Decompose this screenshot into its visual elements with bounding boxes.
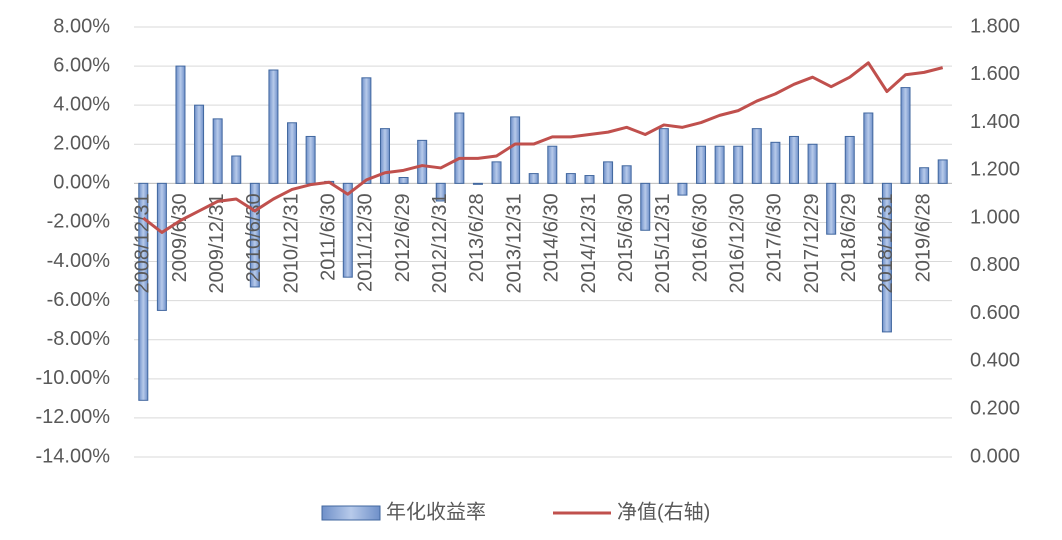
- bar: [937, 159, 948, 184]
- x-tick-label: 2008/12/31: [132, 193, 154, 293]
- bar: [919, 167, 930, 184]
- bar: [287, 122, 298, 184]
- y-tick-label: -4.00%: [47, 250, 111, 272]
- x-tick-label: 2010/12/31: [280, 193, 302, 293]
- bar: [249, 182, 260, 288]
- y2-tick-label: 1.400: [970, 111, 1020, 133]
- bar: [175, 65, 186, 184]
- bar: [305, 135, 316, 184]
- bar: [547, 145, 558, 184]
- bar: [435, 182, 446, 202]
- x-tick-label: 2018/6/29: [838, 193, 860, 282]
- x-tick-label: 2015/12/31: [652, 193, 674, 293]
- y2-tick-label: 0.600: [970, 302, 1020, 324]
- x-tick-label: 2011/6/30: [317, 193, 339, 281]
- bar: [342, 182, 353, 278]
- bar: [398, 177, 409, 184]
- bar: [472, 182, 483, 185]
- y-tick-label: -14.00%: [36, 445, 111, 467]
- x-tick-label: 2017/12/29: [801, 193, 823, 293]
- y2-tick-label: 0.800: [970, 254, 1020, 276]
- bar: [881, 182, 892, 333]
- y-tick-label: -12.00%: [36, 406, 111, 428]
- x-tick-label: 2017/6/30: [764, 193, 786, 282]
- x-tick-label: 2013/6/28: [466, 193, 488, 282]
- bar: [696, 145, 707, 184]
- bar: [156, 182, 167, 311]
- x-tick-label: 2016/6/30: [689, 193, 711, 282]
- legend-swatch: [321, 505, 381, 521]
- y-tick-label: 0.00%: [53, 172, 110, 194]
- y2-tick-label: 0.400: [970, 350, 1020, 372]
- bar: [770, 141, 781, 184]
- bar: [788, 135, 799, 184]
- bar: [900, 87, 911, 184]
- y-tick-label: -10.00%: [36, 367, 111, 389]
- bar: [417, 139, 428, 184]
- bar: [677, 182, 688, 196]
- y-tick-label: -6.00%: [47, 289, 111, 311]
- bar: [194, 104, 205, 184]
- y-tick-label: 6.00%: [53, 54, 110, 76]
- y2-tick-label: 1.000: [970, 206, 1020, 228]
- bar: [844, 135, 855, 184]
- x-tick-label: 2009/6/30: [169, 193, 191, 282]
- bar: [863, 112, 874, 184]
- bar: [733, 145, 744, 184]
- bar: [510, 116, 521, 184]
- bar: [584, 175, 595, 184]
- bar: [640, 182, 651, 231]
- y-tick-label: 4.00%: [53, 93, 110, 115]
- x-tick-label: 2011/12/30: [355, 193, 377, 292]
- bar: [212, 118, 223, 184]
- bar: [454, 112, 465, 184]
- x-tick-label: 2014/6/30: [541, 193, 563, 282]
- bar: [751, 128, 762, 184]
- bar: [528, 173, 539, 184]
- bar: [565, 173, 576, 184]
- bar: [491, 161, 502, 184]
- bar: [268, 69, 279, 184]
- bar: [826, 182, 837, 235]
- bar: [658, 128, 669, 184]
- y-tick-label: 8.00%: [53, 15, 110, 37]
- y2-tick-label: 1.800: [970, 15, 1020, 37]
- x-tick-label: 2019/6/28: [912, 193, 934, 282]
- x-tick-label: 2014/12/31: [578, 193, 600, 293]
- bar: [621, 165, 632, 184]
- y-tick-label: -2.00%: [47, 211, 111, 233]
- y2-tick-label: 0.200: [970, 398, 1020, 420]
- bar: [379, 128, 390, 184]
- bar: [714, 145, 725, 184]
- x-tick-label: 2009/12/31: [206, 193, 228, 293]
- x-tick-label: 2010/6/30: [243, 193, 265, 282]
- y2-tick-label: 0.000: [970, 445, 1020, 467]
- bar: [138, 182, 149, 401]
- y-tick-label: -8.00%: [47, 328, 111, 350]
- x-tick-label: 2013/12/31: [503, 193, 525, 293]
- bar: [361, 77, 372, 184]
- y2-tick-label: 1.600: [970, 63, 1020, 85]
- x-tick-label: 2015/6/30: [615, 193, 637, 282]
- x-tick-label: 2018/12/31: [875, 193, 897, 293]
- legend-label: 净值(右轴): [617, 500, 710, 523]
- y2-tick-label: 1.200: [970, 159, 1020, 181]
- x-tick-label: 2012/12/31: [429, 193, 451, 293]
- y-tick-label: 2.00%: [53, 133, 110, 155]
- bar: [603, 161, 614, 184]
- line: [142, 61, 944, 234]
- bar: [807, 143, 818, 184]
- x-tick-label: 2016/12/30: [726, 193, 748, 293]
- x-tick-label: 2012/6/29: [392, 193, 414, 282]
- bar: [231, 155, 242, 184]
- legend-label: 年化收益率: [386, 500, 486, 523]
